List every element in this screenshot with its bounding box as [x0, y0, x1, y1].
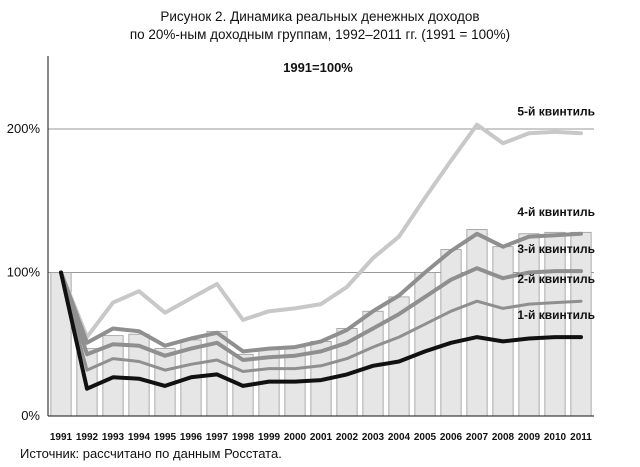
x-tick-label-2007: 2007 [466, 432, 489, 443]
x-tick-label-2006: 2006 [440, 432, 463, 443]
y-tick-label-0: 0% [21, 408, 40, 423]
x-tick-label-1998: 1998 [232, 432, 255, 443]
series-line-2 [59, 231, 583, 354]
bar-2010 [544, 231, 566, 417]
series-label-3: 3-й квинтиль [517, 242, 595, 256]
x-tick-label-1996: 1996 [180, 432, 203, 443]
bar-2008 [492, 246, 514, 417]
x-tick-label-2002: 2002 [336, 432, 359, 443]
x-tick-label-1993: 1993 [102, 432, 125, 443]
x-tick-label-1994: 1994 [128, 432, 151, 443]
series-line-3 [59, 266, 583, 362]
x-tick-label-1999: 1999 [258, 432, 281, 443]
bar-layer [50, 229, 592, 417]
x-tick-label-2008: 2008 [492, 432, 515, 443]
x-tick-label-2000: 2000 [284, 432, 307, 443]
chart-title: Рисунок 2. Динамика реальных денежных до… [0, 8, 640, 44]
series-label-5: 1-й квинтиль [517, 308, 595, 322]
x-tick-label-1991: 1991 [50, 432, 73, 443]
bar-2007 [466, 229, 488, 417]
source-note: Источник: рассчитано по данным Росстата. [20, 446, 282, 461]
title-line-2: по 20%-ным доходным группам, 1992–2011 г… [129, 27, 511, 42]
series-label-2: 4-й квинтиль [517, 205, 595, 219]
x-tick-label-1995: 1995 [154, 432, 177, 443]
chart-annotation: 1991=100% [283, 60, 353, 75]
x-tick-label-2005: 2005 [414, 432, 437, 443]
x-tick-label-2009: 2009 [518, 432, 541, 443]
x-tick-label-2011: 2011 [570, 432, 592, 443]
title-line-1: Рисунок 2. Динамика реальных денежных до… [160, 9, 480, 24]
series-line-5 [59, 270, 583, 391]
series-label-1: 5-й квинтиль [517, 104, 595, 118]
x-tick-label-2003: 2003 [362, 432, 385, 443]
line-layer [59, 122, 583, 391]
x-tick-label-2004: 2004 [388, 432, 411, 443]
bar-2011 [570, 231, 592, 417]
label-layer: 0%100%200%1991 1992 1993 1994 1995 1996 1997 19… [7, 60, 595, 443]
y-tick-label-100: 100% [7, 265, 41, 280]
x-tick-label-1992: 1992 [76, 432, 99, 443]
bar-2009 [518, 233, 540, 417]
series-line-1 [59, 122, 583, 340]
y-tick-label-200: 200% [7, 121, 41, 136]
x-tick-label-2010: 2010 [544, 432, 567, 443]
x-tick-label-1997: 1997 [206, 432, 229, 443]
series-line-4 [59, 271, 583, 373]
series-label-4: 2-й квинтиль [517, 272, 595, 286]
axis-layer [47, 56, 594, 417]
x-tick-label-2001: 2001 [310, 432, 333, 443]
